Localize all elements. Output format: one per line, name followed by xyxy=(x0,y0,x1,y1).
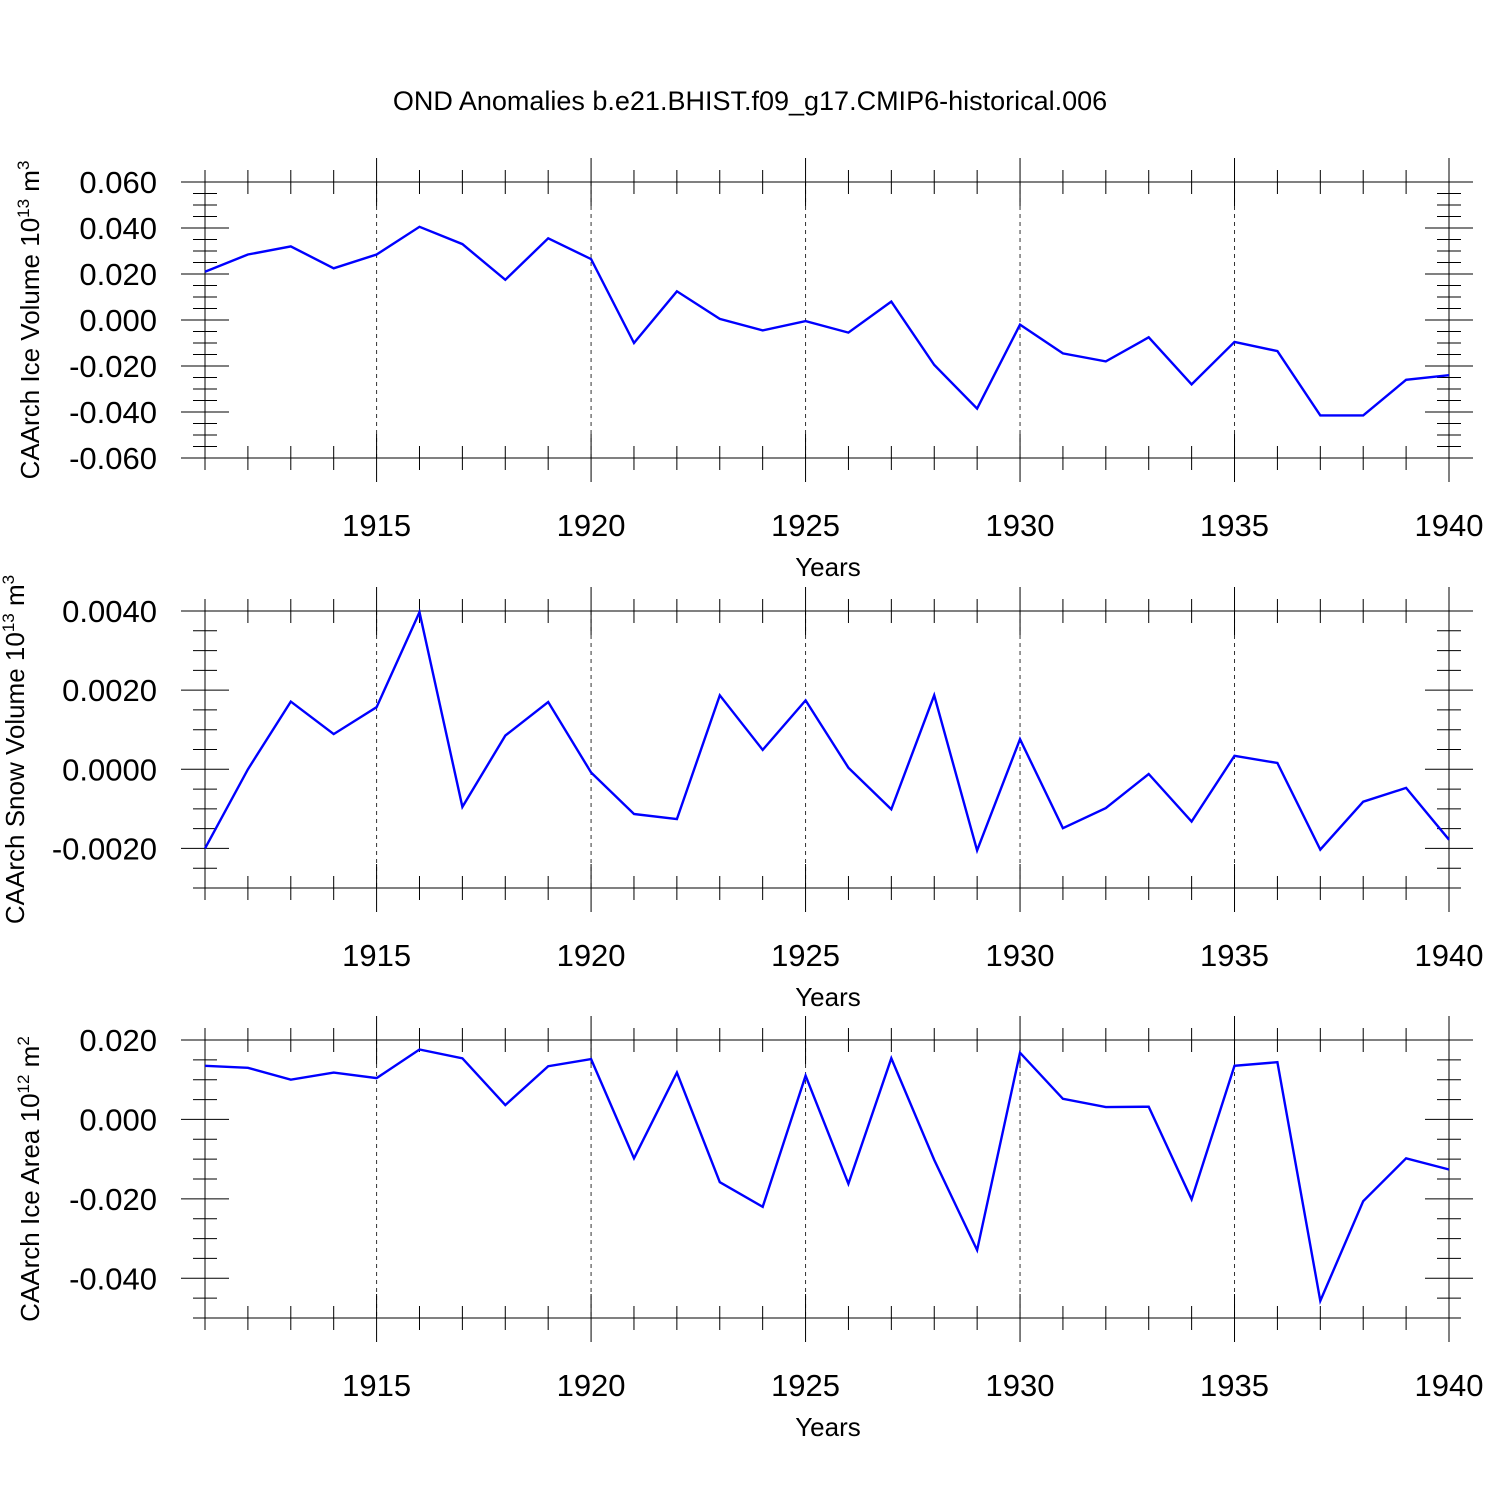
x-tick-label: 1925 xyxy=(771,508,840,543)
x-tick-label: 1940 xyxy=(1415,938,1484,973)
x-tick-label: 1925 xyxy=(771,938,840,973)
x-tick-label: 1920 xyxy=(557,938,626,973)
x-axis-label: Years xyxy=(795,1412,861,1442)
y-tick-label: 0.0000 xyxy=(62,752,157,787)
x-tick-label: 1930 xyxy=(986,938,1055,973)
chart-title: OND Anomalies b.e21.BHIST.f09_g17.CMIP6-… xyxy=(393,86,1107,116)
x-tick-label: 1930 xyxy=(986,508,1055,543)
y-tick-label: 0.000 xyxy=(79,303,157,338)
y-tick-label: -0.040 xyxy=(69,1261,157,1296)
x-axis-label: Years xyxy=(795,552,861,582)
x-tick-label: 1920 xyxy=(557,508,626,543)
x-tick-label: 1915 xyxy=(342,508,411,543)
y-axis-label: CAArch Snow Volume 1013 m3 xyxy=(0,575,30,924)
series-line xyxy=(203,608,1450,855)
plot-frame xyxy=(204,181,1450,459)
x-tick-label: 1940 xyxy=(1415,1368,1484,1403)
series-line xyxy=(204,225,1450,417)
y-tick-label: 0.0020 xyxy=(62,673,157,708)
panel-3: -0.040 -0.020 0.000 0.020 1915 1920 1925 1930 19… xyxy=(14,1016,1483,1442)
y-tick-label: 0.020 xyxy=(79,1023,157,1058)
y-tick-label: 0.020 xyxy=(79,257,157,292)
x-tick-label: 1935 xyxy=(1200,938,1269,973)
y-tick-label: 0.060 xyxy=(79,165,157,200)
y-tick-label: -0.020 xyxy=(69,1182,157,1217)
x-tick-label: 1935 xyxy=(1200,508,1269,543)
y-tick-label: -0.040 xyxy=(69,395,157,430)
panel-2: -0.0020 0.0000 0.0020 0.0040 1915 1920 1925 193… xyxy=(0,575,1483,1012)
y-tick-label: 0.0040 xyxy=(62,594,157,629)
x-axis-label: Years xyxy=(795,982,861,1012)
plot-frame xyxy=(204,1039,1450,1319)
y-tick-label: -0.0020 xyxy=(52,831,157,866)
y-tick-label: -0.020 xyxy=(69,349,157,384)
x-tick-label: 1930 xyxy=(986,1368,1055,1403)
x-tick-label: 1920 xyxy=(557,1368,626,1403)
series-line xyxy=(204,1048,1450,1306)
y-axis-label: CAArch Ice Area 1012 m2 xyxy=(14,1036,45,1322)
y-axis-label: CAArch Ice Volume 1013 m3 xyxy=(14,161,45,480)
y-tick-label: -0.060 xyxy=(69,441,157,476)
x-tick-label: 1935 xyxy=(1200,1368,1269,1403)
x-tick-label: 1940 xyxy=(1415,508,1484,543)
plot-frame xyxy=(204,610,1450,889)
y-tick-label: 0.000 xyxy=(79,1102,157,1137)
x-tick-label: 1925 xyxy=(771,1368,840,1403)
x-tick-label: 1915 xyxy=(342,1368,411,1403)
y-tick-label: 0.040 xyxy=(79,211,157,246)
panel-1: -0.060 -0.040 -0.020 0.000 0.020 0.040 0.060 19… xyxy=(14,158,1483,582)
x-tick-label: 1915 xyxy=(342,938,411,973)
